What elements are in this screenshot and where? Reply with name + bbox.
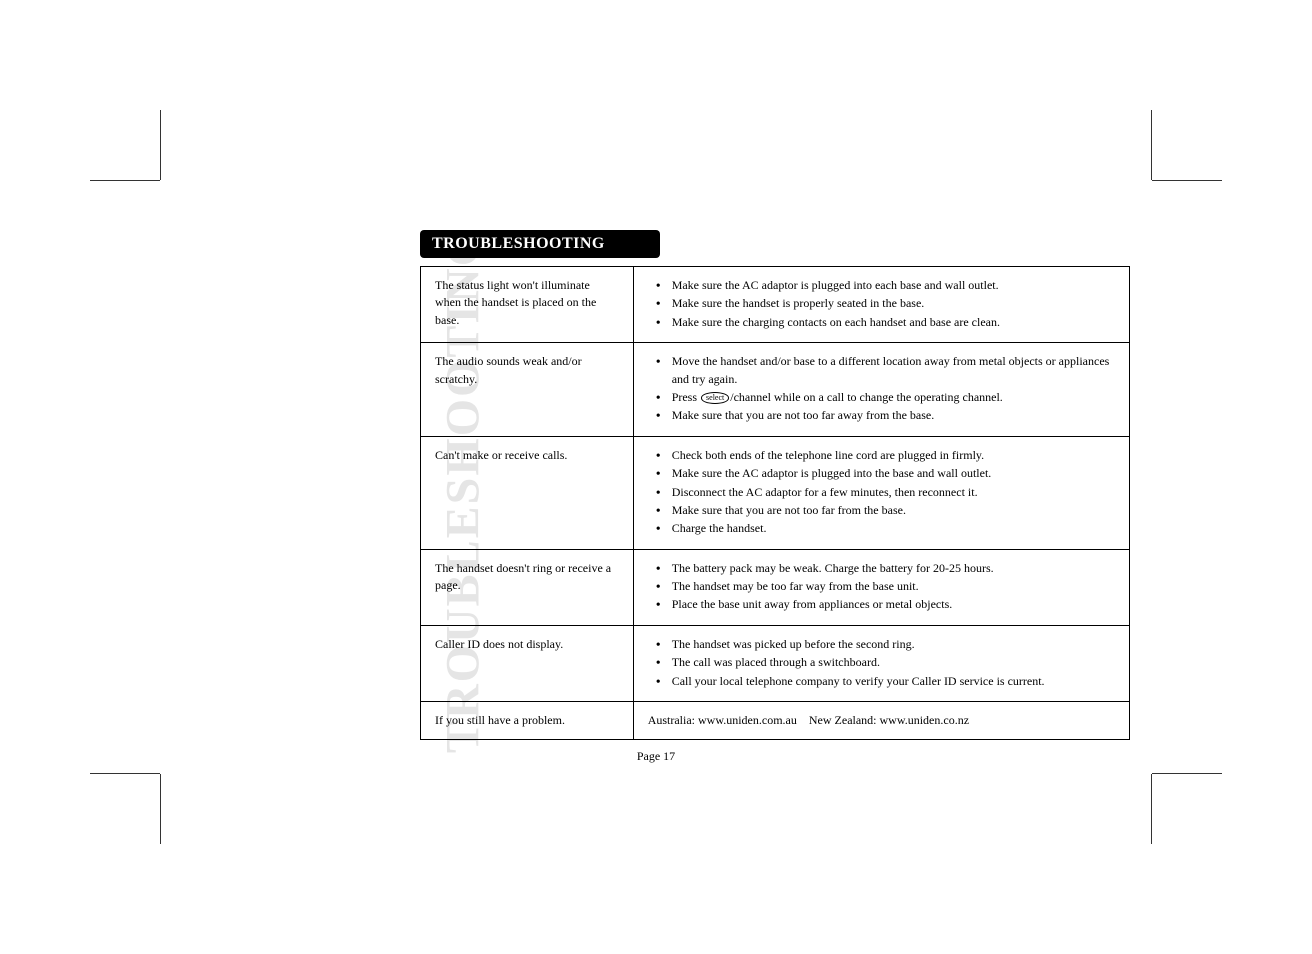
solution-item: Press select/channel while on a call to … <box>648 389 1115 406</box>
solution-cell: The battery pack may be weak. Charge the… <box>633 549 1129 625</box>
crop-mark <box>90 773 160 774</box>
solution-item: Charge the handset. <box>648 520 1115 537</box>
crop-mark <box>160 774 161 844</box>
issue-cell: Can't make or receive calls. <box>421 436 634 549</box>
solution-item: Make sure the AC adaptor is plugged into… <box>648 277 1115 294</box>
section-header: TROUBLESHOOTING <box>420 230 660 258</box>
page-number: Page 17 <box>637 749 675 764</box>
crop-mark <box>90 180 160 181</box>
select-button-icon: select <box>701 392 729 404</box>
issue-cell: The audio sounds weak and/or scratchy. <box>421 343 634 437</box>
main-content: TROUBLESHOOTING The status light won't i… <box>420 230 1130 740</box>
crop-mark <box>160 110 161 180</box>
solution-item: The handset was picked up before the sec… <box>648 636 1115 653</box>
solution-cell: Make sure the AC adaptor is plugged into… <box>633 267 1129 343</box>
solution-item: Make sure that you are not too far from … <box>648 502 1115 519</box>
solution-item: Make sure that you are not too far away … <box>648 407 1115 424</box>
solution-item: Make sure the AC adaptor is plugged into… <box>648 465 1115 482</box>
solution-item: Place the base unit away from appliances… <box>648 596 1115 613</box>
table-row: The handset doesn't ring or receive a pa… <box>421 549 1130 625</box>
solution-cell: The handset was picked up before the sec… <box>633 625 1129 701</box>
table-row: Caller ID does not display. The handset w… <box>421 625 1130 701</box>
solution-cell: Check both ends of the telephone line co… <box>633 436 1129 549</box>
solution-item: Check both ends of the telephone line co… <box>648 447 1115 464</box>
table-row: If you still have a problem.Australia: w… <box>421 702 1130 740</box>
solution-item: Disconnect the AC adaptor for a few minu… <box>648 484 1115 501</box>
solution-item: Make sure the charging contacts on each … <box>648 314 1115 331</box>
table-row: The audio sounds weak and/or scratchy. Mo… <box>421 343 1130 437</box>
troubleshooting-table: The status light won't illuminate when t… <box>420 266 1130 740</box>
issue-cell: The status light won't illuminate when t… <box>421 267 634 343</box>
crop-mark <box>1152 773 1222 774</box>
issue-cell: If you still have a problem. <box>421 702 634 740</box>
solution-item: The battery pack may be weak. Charge the… <box>648 560 1115 577</box>
solution-item: Move the handset and/or base to a differ… <box>648 353 1115 388</box>
table-row: Can't make or receive calls. Check both e… <box>421 436 1130 549</box>
solution-item: Make sure the handset is properly seated… <box>648 295 1115 312</box>
issue-cell: Caller ID does not display. <box>421 625 634 701</box>
solution-cell: Australia: www.uniden.com.au New Zealand… <box>633 702 1129 740</box>
solution-item: Call your local telephone company to ver… <box>648 673 1115 690</box>
crop-mark <box>1151 110 1152 180</box>
issue-cell: The handset doesn't ring or receive a pa… <box>421 549 634 625</box>
table-row: The status light won't illuminate when t… <box>421 267 1130 343</box>
solution-item: The call was placed through a switchboar… <box>648 654 1115 671</box>
crop-mark <box>1151 774 1152 844</box>
solution-cell: Move the handset and/or base to a differ… <box>633 343 1129 437</box>
crop-mark <box>1152 180 1222 181</box>
solution-item: The handset may be too far way from the … <box>648 578 1115 595</box>
